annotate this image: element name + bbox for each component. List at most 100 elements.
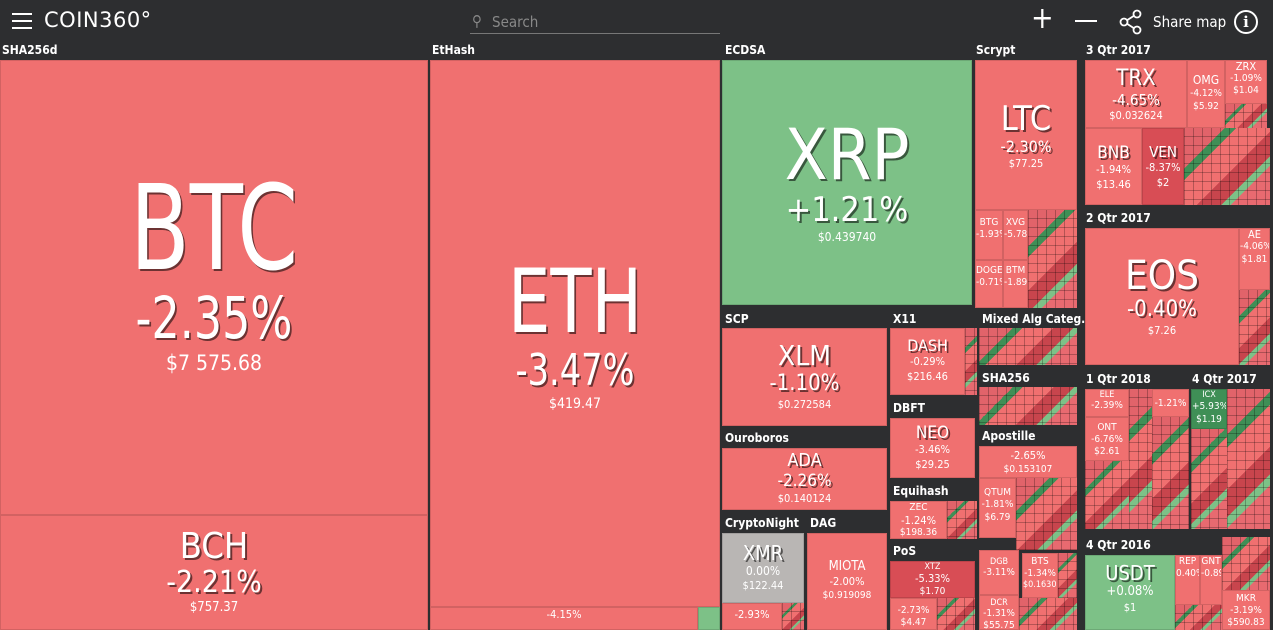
group-label-sha256d[interactable]: SHA256d [2,43,58,57]
pos-small-tiles-c[interactable] [1019,598,1077,630]
bnb-price: $13.46 [1096,178,1131,191]
tile-mkr[interactable]: MKR -3.19% $590.83 [1222,590,1270,630]
btm-change: -1.89% [1004,277,1028,288]
tile-ele[interactable]: ELE -2.39% [1085,389,1129,417]
group-label-ecdsa[interactable]: ECDSA [725,43,766,57]
cryptonight-small-tiles[interactable] [782,603,804,630]
group-label-sha256[interactable]: SHA256 [982,371,1030,385]
zoom-in-icon[interactable]: + [1031,1,1054,36]
tile-xtz[interactable]: XTZ -5.33% $1.70 [890,561,975,598]
tile-btc[interactable]: BTC -2.35% $7 575.68 [0,60,428,515]
group-label-q4-2016[interactable]: 4 Qtr 2016 [1086,538,1151,552]
group-label-equihash[interactable]: Equihash [893,484,949,498]
xlm-symbol: XLM [777,339,832,372]
group-label-dag[interactable]: DAG [810,516,837,530]
tile-bch[interactable]: BCH -2.21% $757.37 [0,515,428,630]
group-label-dbft[interactable]: DBFT [893,401,925,415]
tile-rep[interactable]: REP 0.40% [1175,555,1200,605]
tile-zrx[interactable]: ZRX -1.09% $1.04 [1225,60,1267,104]
apostille-small-tiles[interactable] [1016,478,1077,550]
q4-2016-small-tiles[interactable] [1222,537,1270,590]
q4-2017-small-tiles-b[interactable] [1191,429,1227,529]
tile-eos[interactable]: EOS -0.40% $7.26 [1085,228,1239,365]
tile-bnb[interactable]: BNB -1.94% $13.46 [1085,128,1142,205]
usdt-change: +0.08% [1106,584,1154,599]
tile-ethash-small[interactable] [698,607,720,630]
info-icon[interactable]: i [1234,10,1258,34]
tile-ven[interactable]: VEN -8.37% $2 [1142,128,1184,205]
zec-price: $198.36 [899,527,938,538]
zoom-out-icon[interactable] [1075,20,1097,22]
x11-small-tiles[interactable] [965,328,977,395]
group-label-q2-2017[interactable]: 2 Qtr 2017 [1086,211,1151,225]
tile-ae[interactable]: AE -4.06% $1.81 [1239,228,1270,290]
tile-eth[interactable]: ETH -3.47% $419.47 [430,60,720,607]
tile-usdt[interactable]: USDT +0.08% $1 [1085,555,1175,630]
q4-2016-small-tiles-b[interactable] [1175,605,1222,630]
group-label-pos[interactable]: PoS [893,544,917,558]
tile-btg[interactable]: BTG -1.93% [975,210,1003,260]
tile-dgb[interactable]: DGB -3.11% [979,550,1019,595]
group-label-q1-2018[interactable]: 1 Qtr 2018 [1086,372,1151,386]
tile-doge[interactable]: DOGE -0.71% [975,260,1003,308]
tile-ont[interactable]: ONT -6.76% $2.61 [1085,417,1129,461]
tile-ltc[interactable]: LTC -2.30% $77.25 [975,60,1077,210]
scrypt-small-tiles[interactable] [1028,210,1077,308]
tile-bts[interactable]: BTS -1.34% $0.16308 [1022,553,1058,598]
tile-xlm[interactable]: XLM -1.10% $0.272584 [722,328,887,426]
tile-qtum[interactable]: QTUM -1.81% $6.79 [979,478,1016,538]
q4-2017-small-tiles[interactable] [1227,389,1270,529]
mixed-alg-tiles[interactable] [979,328,1077,365]
q1-2018-small-tiles[interactable] [1129,389,1152,529]
tile-cryptonight-small[interactable]: -2.93% [722,603,782,630]
tile-lsk[interactable]: -2.73% $4.47 [890,598,937,630]
gnt-change: -0.89% [1201,568,1221,579]
tile-etc[interactable]: -4.15% [430,607,698,630]
tile-xrp[interactable]: XRP +1.21% $0.439740 [722,60,972,305]
tile-zec[interactable]: ZEC -1.24% $198.36 [890,501,947,539]
equihash-small-tiles[interactable] [947,501,977,539]
tile-neo[interactable]: NEO -3.46% $29.25 [890,418,975,478]
tile-waves[interactable]: -1.21% [1152,389,1189,417]
group-label-x11[interactable]: X11 [893,312,917,326]
tile-ada[interactable]: ADA -2.26% $0.140124 [722,448,887,510]
logo[interactable]: COIN360° [44,8,152,32]
tile-dash[interactable]: DASH -0.29% $216.46 [890,328,965,395]
trx-change: -4.65% [1112,91,1160,109]
group-label-apostille[interactable]: Apostille [982,429,1036,443]
pos-small-tiles-b[interactable] [1058,553,1077,598]
tile-omg[interactable]: OMG -4.12% $5.92 [1187,60,1225,128]
tile-trx[interactable]: TRX -4.65% $0.032624 [1085,60,1187,128]
q1-2018-small-tiles-b[interactable] [1085,461,1129,529]
pos-small-tiles[interactable] [937,598,975,630]
q2-small-tiles[interactable] [1239,290,1270,365]
tile-dcr[interactable]: DCR -1.31% $55.75 [979,595,1019,630]
hamburger-menu-icon[interactable] [12,13,32,29]
q3-small-tiles-a[interactable] [1225,104,1267,128]
tile-xvg[interactable]: XVG -5.78% [1003,210,1028,260]
doge-symbol: DOGE [976,265,1003,276]
tile-xmr[interactable]: XMR 0.00% $122.44 [722,533,804,603]
tile-gnt[interactable]: GNT -0.89% [1200,555,1222,605]
group-label-ouroboros[interactable]: Ouroboros [725,431,789,445]
search-box[interactable]: ⚲ [470,9,720,34]
zec-change: -1.24% [900,514,936,527]
group-label-mixed[interactable]: Mixed Alg Categ... [982,312,1094,326]
sha256-small-tiles[interactable] [979,387,1077,425]
tile-miota[interactable]: MIOTA -2.00% $0.919098 [807,533,887,630]
tile-btm[interactable]: BTM -1.89% [1003,260,1028,308]
search-input[interactable] [490,10,719,34]
ont-price: $2.61 [1094,446,1120,457]
tile-xem[interactable]: -2.65% $0.153107 [979,446,1077,478]
group-label-scrypt[interactable]: Scrypt [976,43,1016,57]
group-label-scp[interactable]: SCP [725,312,749,326]
ven-price: $2 [1156,176,1170,189]
q1-2018-small-tiles-c[interactable] [1152,417,1189,529]
group-label-q4-2017[interactable]: 4 Qtr 2017 [1192,372,1257,386]
group-label-q3-2017[interactable]: 3 Qtr 2017 [1086,43,1151,57]
q3-small-tiles-b[interactable] [1184,128,1270,205]
etc-change: -4.15% [546,608,582,621]
group-label-ethash[interactable]: EtHash [432,43,475,57]
group-label-cryptonight[interactable]: CryptoNight [725,516,799,530]
tile-icx[interactable]: ICX +5.93% $1.19 [1191,389,1227,429]
